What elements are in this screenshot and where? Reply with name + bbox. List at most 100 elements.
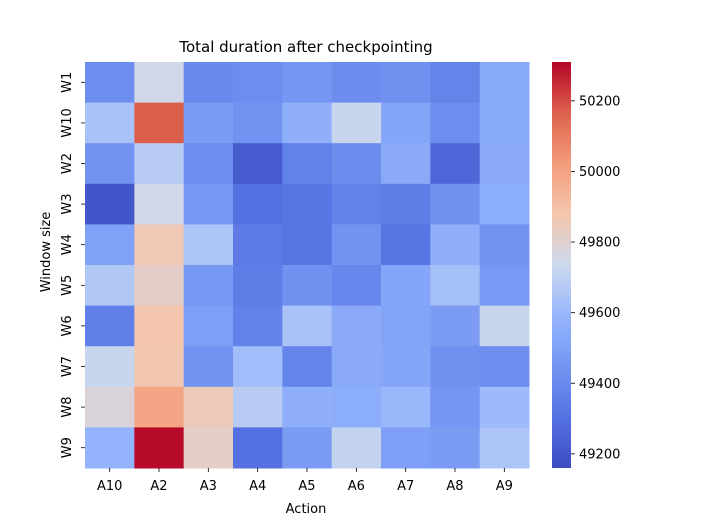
y-tick-label: W8: [60, 397, 75, 418]
heatmap-cell: [233, 224, 283, 266]
x-axis-label: Action: [286, 502, 327, 517]
heatmap-cell: [233, 265, 283, 307]
heatmap-cell: [331, 224, 382, 266]
heatmap-cell: [430, 183, 481, 225]
heatmap-cell: [134, 62, 185, 104]
heatmap-cell: [134, 183, 185, 225]
x-tick-label: A6: [348, 479, 365, 494]
y-axis-ticks: W1 W10 W2 W3 W4 W5 W6 W7 W8 W9: [60, 72, 85, 458]
x-tick-label: A3: [200, 479, 217, 494]
colorbar-ticks: 49200 49400 49600 49800 50000 50200: [571, 94, 620, 462]
heatmap-cell: [381, 143, 431, 185]
colorbar-tick-label: 49800: [579, 236, 620, 251]
heatmap-cell: [430, 305, 481, 347]
heatmap-cell: [381, 386, 431, 428]
heatmap-cell: [282, 62, 333, 104]
colorbar-tick-label: 50200: [579, 94, 620, 109]
y-tick-label: W10: [60, 108, 75, 137]
heatmap-cell: [479, 386, 530, 428]
heatmap-cell: [282, 386, 333, 428]
heatmap-cell: [233, 143, 283, 185]
heatmap-cell: [85, 224, 135, 266]
heatmap-cell: [430, 62, 481, 104]
heatmap-cell: [282, 224, 333, 266]
heatmap-cell: [479, 62, 530, 104]
heatmap-cell: [233, 305, 283, 347]
heatmap-cell: [233, 62, 283, 104]
heatmap-cell: [381, 224, 431, 266]
heatmap-cell: [233, 386, 283, 428]
heatmap-cell: [183, 224, 234, 266]
heatmap-cell: [134, 386, 185, 428]
heatmap-cell: [134, 143, 185, 185]
heatmap-cell: [430, 427, 481, 469]
y-tick-label: W5: [60, 275, 75, 296]
heatmap-cell: [85, 427, 135, 469]
heatmap-cell: [331, 427, 382, 469]
heatmap-cell: [134, 305, 185, 347]
heatmap-cell: [282, 305, 333, 347]
heatmap-cell: [282, 183, 333, 225]
heatmap-cell: [381, 427, 431, 469]
colorbar-tick-label: 49200: [579, 447, 620, 462]
heatmap-cell: [282, 143, 333, 185]
heatmap-cell: [183, 143, 234, 185]
x-tick-label: A5: [298, 479, 315, 494]
x-tick-label: A7: [397, 479, 414, 494]
heatmap-cell: [183, 183, 234, 225]
chart-title: Total duration after checkpointing: [178, 38, 432, 56]
heatmap-cell: [381, 183, 431, 225]
heatmap-cell: [381, 62, 431, 104]
heatmap-cell: [233, 102, 283, 144]
heatmap-cell: [430, 143, 481, 185]
heatmap-cell: [85, 305, 135, 347]
heatmap-cell: [430, 224, 481, 266]
heatmap-cell: [479, 183, 530, 225]
heatmap-cell: [430, 102, 481, 144]
heatmap-cell: [331, 346, 382, 388]
x-tick-label: A10: [97, 479, 122, 494]
y-tick-label: W3: [60, 194, 75, 215]
heatmap-cell: [331, 265, 382, 307]
heatmap-cell: [381, 305, 431, 347]
heatmap-cell: [183, 427, 234, 469]
y-tick-label: W4: [60, 234, 75, 255]
heatmap-cell: [233, 183, 283, 225]
y-tick-label: W2: [60, 153, 75, 174]
x-axis-ticks: A10 A2 A3 A4 A5 A6 A7 A8 A9: [97, 468, 513, 494]
y-tick-label: W7: [60, 356, 75, 377]
y-tick-label: W6: [60, 315, 75, 336]
heatmap-cell: [479, 224, 530, 266]
heatmap-cell: [282, 427, 333, 469]
heatmap-cell: [430, 346, 481, 388]
x-tick-label: A8: [446, 479, 463, 494]
heatmap-cell: [134, 265, 185, 307]
heatmap-cell: [479, 346, 530, 388]
heatmap-cell: [85, 62, 135, 104]
heatmap-cell: [479, 265, 530, 307]
heatmap-cell: [183, 62, 234, 104]
heatmap-cell: [381, 102, 431, 144]
heatmap-cell: [183, 386, 234, 428]
x-tick-label: A2: [150, 479, 167, 494]
heatmap-cell: [233, 427, 283, 469]
heatmap-cell: [85, 102, 135, 144]
heatmap-cell: [85, 143, 135, 185]
heatmap-cell: [430, 386, 481, 428]
heatmap-cell: [331, 143, 382, 185]
heatmap-cell: [183, 346, 234, 388]
colorbar: [552, 62, 571, 468]
colorbar-tick-label: 49600: [579, 306, 620, 321]
heatmap-cell: [233, 346, 283, 388]
y-tick-label: W1: [60, 72, 75, 93]
heatmap-cell: [85, 386, 135, 428]
heatmap-cell: [85, 346, 135, 388]
y-tick-label: W9: [60, 437, 75, 458]
heatmap-cell: [331, 102, 382, 144]
heatmap-cell: [430, 265, 481, 307]
heatmap-cell: [85, 183, 135, 225]
heatmap-cell: [282, 102, 333, 144]
heatmap-cell: [183, 305, 234, 347]
x-tick-label: A9: [496, 479, 513, 494]
